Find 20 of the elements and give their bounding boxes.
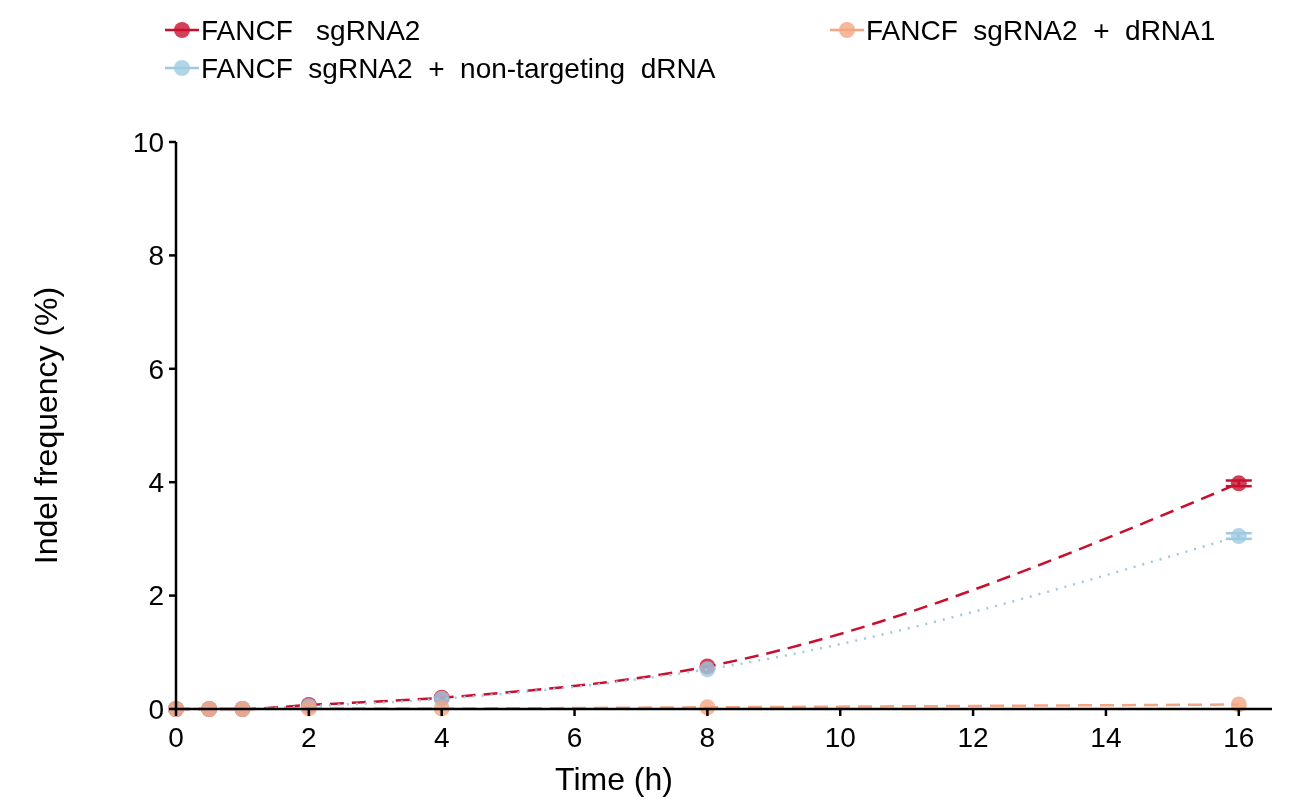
x-tick-label: 0 [168, 722, 184, 753]
y-tick-label: 6 [148, 353, 164, 385]
y-tick-label: 4 [148, 467, 164, 498]
x-tick-label: 16 [1223, 722, 1255, 753]
y-axis-title: Indel frequency (%) [28, 286, 64, 565]
x-axis-title: Time (h) [555, 761, 673, 797]
x-tick-label: 2 [301, 722, 317, 753]
y-tick-label: 10 [132, 126, 164, 158]
x-tick-label: 12 [957, 722, 989, 753]
legend-label: FANCF sgRNA2 + dRNA1 [866, 14, 1216, 46]
y-tick-label: 0 [148, 693, 164, 725]
y-tick-label: 8 [148, 240, 164, 272]
x-tick-label: 8 [699, 722, 716, 753]
y-tick-label: 2 [148, 580, 164, 612]
x-tick-label: 14 [1090, 722, 1122, 753]
x-tick-label: 10 [824, 722, 856, 753]
legend-label: FANCF sgRNA2 + non-targeting dRNA [201, 52, 716, 84]
x-tick-label: 6 [566, 722, 583, 753]
x-tick-label: 4 [433, 722, 450, 753]
legend-label: FANCF sgRNA2 [201, 14, 421, 46]
